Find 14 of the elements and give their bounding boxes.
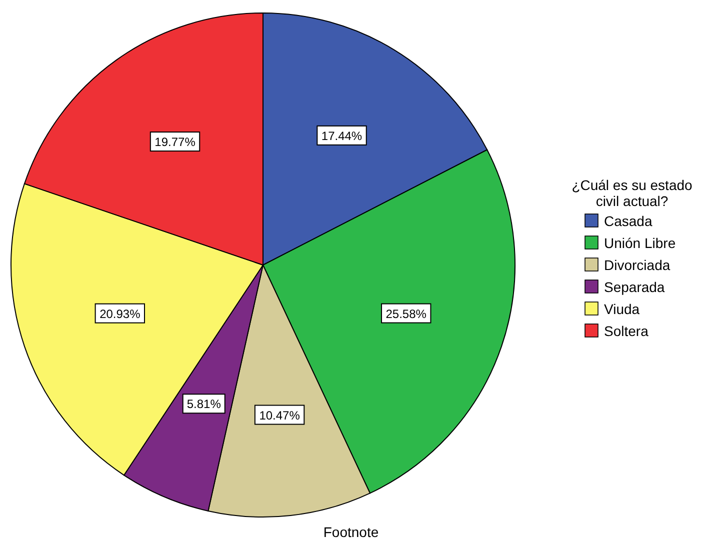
data-label: 10.47% (259, 408, 300, 422)
data-label: 5.81% (186, 397, 222, 412)
legend-label: Unión Libre (604, 235, 676, 251)
data-label: 19.77% (154, 135, 196, 150)
legend-label: Viuda (604, 301, 640, 317)
data-label: 17.44% (321, 128, 362, 143)
data-label: 25.58% (386, 306, 427, 321)
legend-label: Soltera (604, 323, 649, 339)
legend-title: ¿Cuál es su estado civil actual? (572, 177, 693, 209)
legend-label: Separada (604, 279, 665, 295)
text: Footnote (323, 524, 379, 540)
data-label: 20.93% (100, 306, 141, 321)
legend-label: Divorciada (604, 257, 670, 273)
legend-label: Casada (604, 213, 652, 229)
